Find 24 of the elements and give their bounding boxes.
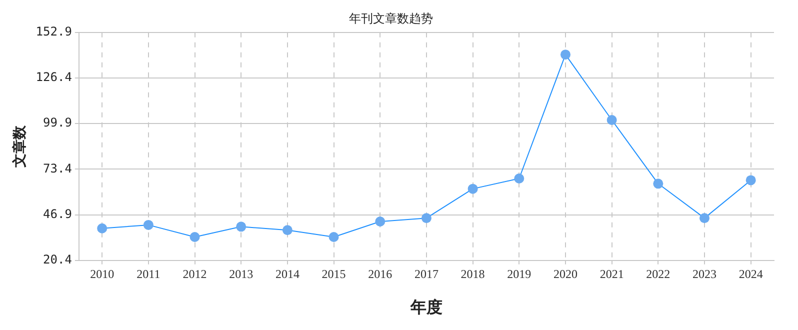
y-tick-label: 99.9 xyxy=(43,116,72,130)
x-tick-label: 2010 xyxy=(90,266,114,281)
x-tick-label: 2024 xyxy=(738,266,763,281)
x-tick-label: 2014 xyxy=(275,266,300,281)
y-axis-title: 文章数 xyxy=(11,124,28,168)
x-tick-label: 2020 xyxy=(553,266,578,281)
y-tick-label: 73.4 xyxy=(43,161,72,176)
x-tick-label: 2011 xyxy=(136,266,160,281)
x-tick-label: 2021 xyxy=(600,266,624,281)
x-tick-label: 2023 xyxy=(692,266,716,281)
y-tick-label: 46.9 xyxy=(43,206,72,221)
x-tick-label: 2013 xyxy=(229,266,254,281)
x-axis-title: 年度 xyxy=(409,298,442,317)
y-tick-label: 126.4 xyxy=(36,70,72,84)
x-tick-label: 2019 xyxy=(507,266,532,281)
y-tick-label: 152.9 xyxy=(36,24,72,39)
x-tick-label: 2016 xyxy=(368,266,392,281)
x-tick-label: 2017 xyxy=(414,266,438,281)
x-tick-label: 2015 xyxy=(322,266,346,281)
x-tick-label: 2018 xyxy=(460,266,485,281)
x-tick-label: 2012 xyxy=(182,266,207,281)
chart-title: 年刊文章数趋势 xyxy=(349,11,433,26)
x-tick-label: 2022 xyxy=(646,266,670,281)
y-tick-label: 20.4 xyxy=(43,252,72,267)
